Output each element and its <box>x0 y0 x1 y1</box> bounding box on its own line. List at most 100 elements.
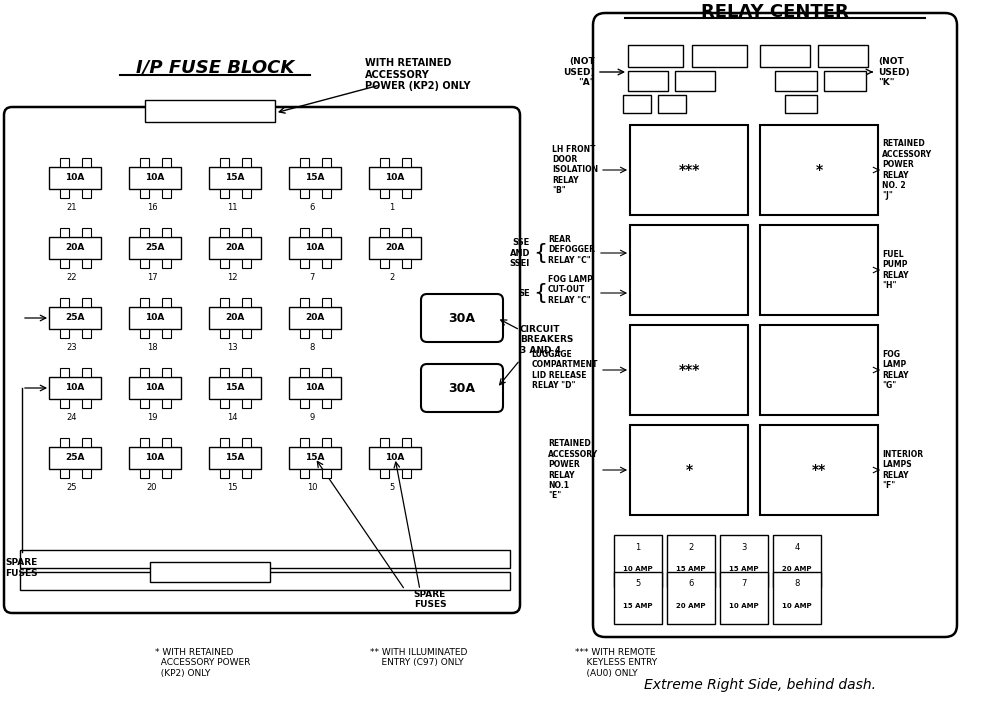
Text: 4: 4 <box>794 542 800 552</box>
Text: 7: 7 <box>741 579 747 589</box>
Text: 10: 10 <box>307 483 317 492</box>
Bar <box>322 298 331 307</box>
Text: 2: 2 <box>389 273 395 282</box>
Text: SPARE
FUSES: SPARE FUSES <box>414 590 446 609</box>
Bar <box>760 425 878 515</box>
Bar <box>82 158 91 167</box>
Text: (NOT
USED)
"K": (NOT USED) "K" <box>878 57 910 87</box>
Bar <box>60 298 69 307</box>
Bar <box>402 228 411 237</box>
Text: 30A: 30A <box>448 381 476 395</box>
Text: Extreme Right Side, behind dash.: Extreme Right Side, behind dash. <box>644 678 876 692</box>
Bar <box>60 259 69 268</box>
Text: 1: 1 <box>635 542 641 552</box>
Bar <box>614 535 662 587</box>
Bar <box>785 95 817 113</box>
Bar <box>49 167 101 189</box>
Bar <box>82 399 91 408</box>
Bar <box>402 438 411 447</box>
Text: 18: 18 <box>147 343 157 352</box>
Bar <box>380 189 389 198</box>
Bar <box>220 189 229 198</box>
Bar <box>300 329 309 338</box>
Bar <box>162 399 171 408</box>
Bar <box>675 71 715 91</box>
Bar <box>209 447 261 469</box>
Bar <box>20 550 510 568</box>
Bar <box>322 228 331 237</box>
Bar <box>140 298 149 307</box>
Bar <box>60 329 69 338</box>
Bar <box>60 368 69 377</box>
Text: 20A: 20A <box>225 314 245 322</box>
Bar <box>242 438 251 447</box>
Bar <box>242 298 251 307</box>
Text: (NOT
USED)
"A": (NOT USED) "A" <box>563 57 595 87</box>
Text: 11: 11 <box>227 203 237 212</box>
Bar <box>162 298 171 307</box>
Bar <box>140 189 149 198</box>
Bar <box>402 259 411 268</box>
Bar <box>140 259 149 268</box>
Text: 25A: 25A <box>145 244 165 253</box>
Text: FOG
LAMP
RELAY
"G": FOG LAMP RELAY "G" <box>882 350 908 390</box>
Bar <box>630 425 748 515</box>
Text: 10A: 10A <box>145 173 165 182</box>
Bar <box>775 71 817 91</box>
Bar <box>82 189 91 198</box>
Bar <box>773 535 821 587</box>
Bar <box>209 237 261 259</box>
Text: 9: 9 <box>309 413 315 422</box>
Bar <box>289 377 341 399</box>
Bar <box>60 438 69 447</box>
Text: 10A: 10A <box>305 383 325 393</box>
Bar <box>60 469 69 478</box>
Text: 15: 15 <box>227 483 237 492</box>
Text: I/P FUSE BLOCK: I/P FUSE BLOCK <box>136 59 294 77</box>
Bar <box>162 469 171 478</box>
Bar <box>140 228 149 237</box>
Text: ***: *** <box>678 163 700 177</box>
Bar <box>322 189 331 198</box>
Text: *: * <box>685 463 693 477</box>
Text: 24: 24 <box>67 413 77 422</box>
Bar <box>129 167 181 189</box>
Text: 15A: 15A <box>305 454 325 462</box>
Bar <box>162 158 171 167</box>
Text: 25A: 25A <box>65 454 85 462</box>
Bar <box>824 71 866 91</box>
Text: *** WITH REMOTE
    KEYLESS ENTRY
    (AU0) ONLY: *** WITH REMOTE KEYLESS ENTRY (AU0) ONLY <box>575 648 657 678</box>
Text: LH FRONT
DOOR
ISOLATION
RELAY
"B": LH FRONT DOOR ISOLATION RELAY "B" <box>552 145 598 195</box>
Bar <box>162 329 171 338</box>
Text: 25: 25 <box>67 483 77 492</box>
Bar <box>220 259 229 268</box>
Bar <box>129 237 181 259</box>
FancyBboxPatch shape <box>421 364 503 412</box>
Bar <box>380 469 389 478</box>
Bar <box>300 399 309 408</box>
Bar <box>129 377 181 399</box>
Bar <box>220 298 229 307</box>
Bar <box>289 237 341 259</box>
Text: 3: 3 <box>741 542 747 552</box>
Text: 15A: 15A <box>225 454 245 462</box>
Text: INTERIOR
LAMPS
RELAY
"F": INTERIOR LAMPS RELAY "F" <box>882 450 923 490</box>
Text: 13: 13 <box>227 343 237 352</box>
Bar <box>760 125 878 215</box>
Bar <box>630 325 748 415</box>
Bar <box>162 368 171 377</box>
Bar <box>129 307 181 329</box>
Bar <box>60 228 69 237</box>
Bar <box>692 45 747 67</box>
Text: 19: 19 <box>147 413 157 422</box>
Bar <box>380 438 389 447</box>
Bar <box>82 228 91 237</box>
Text: SE: SE <box>518 288 530 297</box>
Bar <box>402 189 411 198</box>
Text: ***: *** <box>678 363 700 377</box>
Bar <box>162 259 171 268</box>
Bar <box>220 158 229 167</box>
Bar <box>242 368 251 377</box>
Text: 5: 5 <box>635 579 641 589</box>
Text: CIRCUIT
BREAKERS
3 AND 4: CIRCUIT BREAKERS 3 AND 4 <box>520 325 573 355</box>
